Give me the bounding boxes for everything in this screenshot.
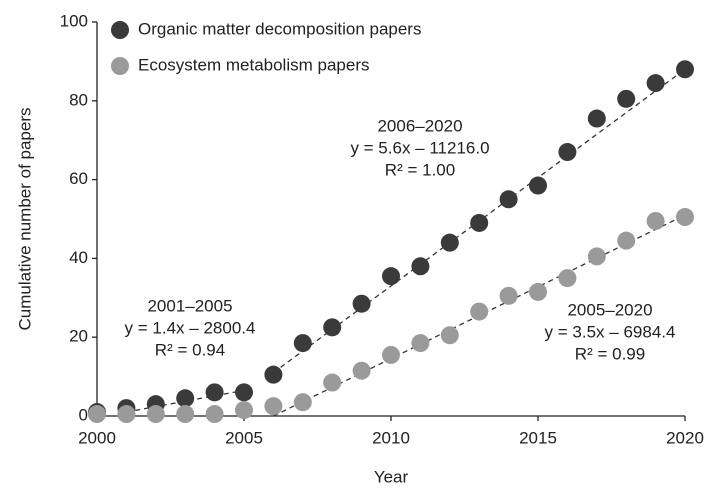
- y-tick-label: 0: [79, 405, 88, 424]
- data-point: [235, 401, 253, 420]
- data-point: [470, 302, 489, 321]
- annotation: R² = 1.00: [385, 160, 455, 179]
- y-tick-label: 80: [69, 90, 88, 109]
- annotation: y = 1.4x – 2800.4: [125, 318, 256, 337]
- y-tick-label: 100: [60, 11, 88, 30]
- annotation: y = 5.6x – 11216.0: [350, 138, 489, 157]
- annotation: 2006–2020: [377, 116, 462, 135]
- data-point: [646, 211, 665, 230]
- data-point: [382, 345, 400, 364]
- x-axis-label: Year: [374, 467, 409, 486]
- data-point: [382, 267, 400, 286]
- data-point: [646, 74, 665, 93]
- x-tick-label: 2020: [666, 428, 704, 447]
- data-point: [293, 393, 312, 412]
- data-point: [529, 176, 547, 195]
- data-point: [411, 334, 430, 353]
- data-point: [205, 405, 224, 424]
- y-tick-label: 40: [69, 248, 88, 267]
- data-point: [117, 405, 136, 424]
- data-point: [529, 282, 547, 301]
- y-tick-label: 60: [69, 169, 88, 188]
- legend-label: Organic matter decomposition papers: [138, 19, 421, 38]
- data-point: [499, 286, 518, 305]
- data-point: [676, 208, 694, 227]
- data-point: [205, 383, 224, 402]
- data-point: [235, 383, 253, 402]
- data-point: [617, 231, 636, 250]
- x-tick-label: 2005: [225, 428, 263, 447]
- data-point: [499, 190, 518, 209]
- x-tick-label: 2010: [372, 428, 410, 447]
- data-point: [352, 361, 371, 380]
- x-tick-label: 2000: [78, 428, 116, 447]
- data-point: [470, 213, 489, 232]
- data-point: [440, 233, 459, 252]
- annotation: 2005–2020: [567, 300, 652, 319]
- annotation: R² = 0.94: [155, 340, 225, 359]
- data-point: [176, 389, 195, 408]
- x-tick-label: 2015: [519, 428, 557, 447]
- data-point: [411, 257, 430, 276]
- data-point: [587, 109, 606, 128]
- data-point: [617, 89, 636, 108]
- data-point: [440, 326, 459, 345]
- data-point: [323, 373, 342, 392]
- y-axis-label: Cumulative number of papers: [15, 107, 34, 330]
- legend-marker: [111, 57, 129, 75]
- y-tick-label: 20: [69, 327, 88, 346]
- data-point: [676, 60, 694, 79]
- data-point: [323, 318, 342, 337]
- data-point: [88, 405, 106, 424]
- data-point: [176, 405, 195, 424]
- data-point: [264, 397, 283, 416]
- legend-label: Ecosystem metabolism papers: [138, 55, 369, 74]
- data-point: [558, 143, 577, 162]
- data-point: [146, 405, 165, 424]
- data-point: [352, 294, 371, 313]
- annotation: y = 3.5x – 6984.4: [545, 322, 676, 341]
- trend-line: [126, 389, 245, 413]
- annotation: 2001–2005: [147, 296, 232, 315]
- data-point: [264, 365, 283, 384]
- legend-marker: [111, 21, 129, 39]
- data-point: [558, 269, 577, 288]
- annotation: R² = 0.99: [575, 344, 645, 363]
- data-point: [587, 247, 606, 266]
- data-point: [293, 334, 312, 353]
